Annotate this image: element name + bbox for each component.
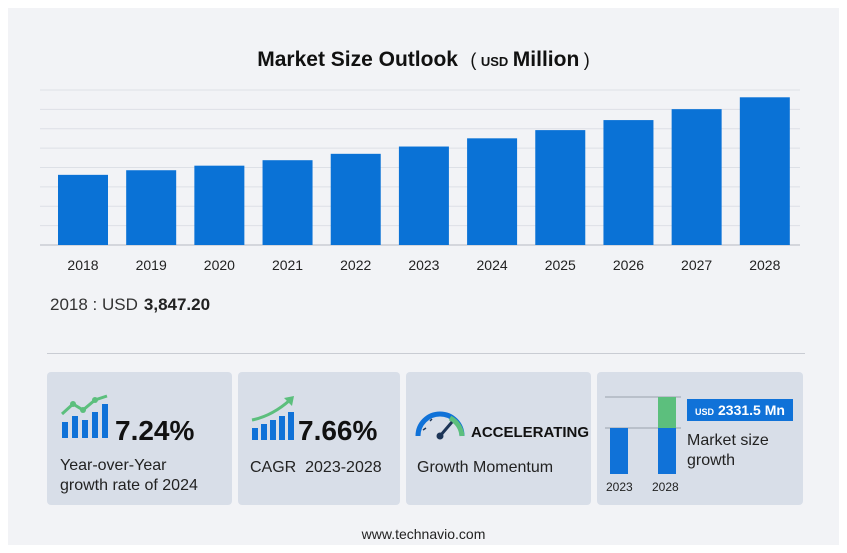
cagr-card: 7.66% CAGR 2023-2028 (238, 372, 400, 505)
cagr-chart-icon (251, 396, 294, 440)
increment-year-end: 2028 (652, 480, 679, 494)
title-main: Market Size Outlook (257, 48, 458, 71)
bar-2021 (262, 160, 313, 245)
increment-year-start: 2023 (606, 480, 633, 494)
title-currency: USD (480, 54, 509, 69)
bar-2026 (603, 120, 654, 245)
x-tick-label-2028: 2028 (749, 257, 780, 273)
x-tick-label-2027: 2027 (681, 257, 712, 273)
x-tick-label-2018: 2018 (67, 257, 98, 273)
yoy-value: 7.24% (115, 415, 195, 446)
momentum-card: ACCELERATING Growth Momentum (406, 372, 591, 505)
x-tick-label-2026: 2026 (613, 257, 644, 273)
chart-title: Market Size Outlook ( USD Million ) (0, 48, 847, 72)
speedometer-icon (415, 411, 465, 440)
x-tick-label-2023: 2023 (408, 257, 439, 273)
increment-label-line2: growth (687, 452, 736, 469)
yoy-label-line1: Year-over-Year (60, 457, 167, 474)
increment-badge: USD 2331.5 Mn (687, 399, 793, 421)
base-year-number: 3,847.20 (143, 295, 211, 314)
cagr-label: CAGR 2023-2028 (250, 459, 382, 476)
bar-2018 (58, 174, 108, 245)
title-open-paren: ( (470, 50, 477, 70)
divider (47, 353, 805, 354)
bar-2024 (467, 138, 518, 245)
footer-url: www.technavio.com (361, 526, 486, 542)
bar-2028 (739, 97, 790, 245)
x-tick-label-2025: 2025 (545, 257, 576, 273)
yoy-card: 7.24% Year-over-Year growth rate of 2024 (47, 372, 232, 505)
base-year-value: 2018 : USD 3,847.20 (50, 295, 210, 315)
increment-card: 2023 2028 USD 2331.5 Mn Market size growt… (597, 372, 803, 505)
x-tick-label-2021: 2021 (272, 257, 303, 273)
mini-bar-2023 (610, 428, 628, 474)
yoy-label-line2: growth rate of 2024 (60, 477, 198, 494)
increment-mini-chart (605, 396, 681, 474)
increment-value: 2331.5 Mn (718, 402, 785, 418)
bar-2020 (194, 165, 245, 245)
x-tick-label-2020: 2020 (204, 257, 235, 273)
title-close-paren: ) (583, 50, 590, 70)
bar-2022 (330, 153, 381, 245)
bar-2019 (126, 170, 177, 245)
mini-bar-2028-base (658, 428, 676, 474)
bar-2027 (671, 109, 722, 245)
x-tick-label-2024: 2024 (477, 257, 508, 273)
bar-2025 (535, 130, 586, 245)
x-tick-label-2019: 2019 (136, 257, 167, 273)
base-year-label: 2018 : USD (50, 295, 138, 314)
bar-2023 (398, 146, 449, 245)
mini-bar-2028-growth (658, 397, 676, 428)
increment-currency: USD (695, 407, 715, 417)
bar-chart: 2018 2019 2020 2021 2022 2023 2024 2025 2026 2027… (40, 89, 800, 273)
x-tick-label-2022: 2022 (340, 257, 371, 273)
momentum-label: Growth Momentum (417, 459, 554, 476)
cagr-value: 7.66% (298, 415, 378, 446)
title-unit: Million (512, 48, 580, 71)
growth-chart-icon (60, 394, 108, 438)
momentum-value: ACCELERATING (471, 424, 590, 441)
increment-label-line1: Market size (687, 432, 769, 449)
